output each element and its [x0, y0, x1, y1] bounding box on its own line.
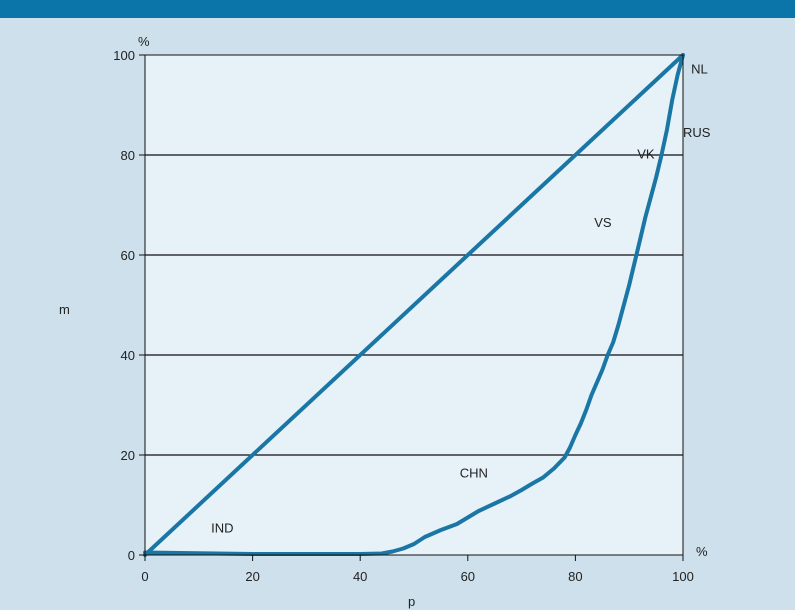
annotation-vs: VS: [594, 215, 612, 230]
annotation-rus: RUS: [683, 125, 711, 140]
y-axis-label: m: [59, 302, 70, 317]
x-unit-label: %: [696, 544, 708, 559]
annotation-vk: VK: [637, 147, 655, 162]
series-line-curve: [143, 53, 685, 556]
x-axis-label: p: [408, 594, 415, 609]
y-tick-label: 40: [121, 348, 135, 363]
x-tick-label: 20: [245, 569, 259, 584]
y-tick-label: 20: [121, 448, 135, 463]
y-unit-label: %: [138, 34, 150, 49]
annotation-chn: CHN: [460, 466, 488, 481]
y-tick-label: 100: [113, 48, 135, 63]
x-tick-label: 80: [568, 569, 582, 584]
x-tick-label: 0: [141, 569, 148, 584]
y-tick-label: 80: [121, 148, 135, 163]
annotation-ind: IND: [211, 521, 233, 536]
y-tick-label: 0: [128, 548, 135, 563]
x-tick-label: 40: [353, 569, 367, 584]
x-tick-label: 60: [461, 569, 475, 584]
plot-frame: [144, 54, 684, 556]
y-tick-label: 60: [121, 248, 135, 263]
top-bar: [0, 0, 795, 18]
annotation-nl: NL: [691, 62, 708, 77]
x-tick-label: 100: [672, 569, 694, 584]
series-line-diagonal: [143, 53, 685, 557]
